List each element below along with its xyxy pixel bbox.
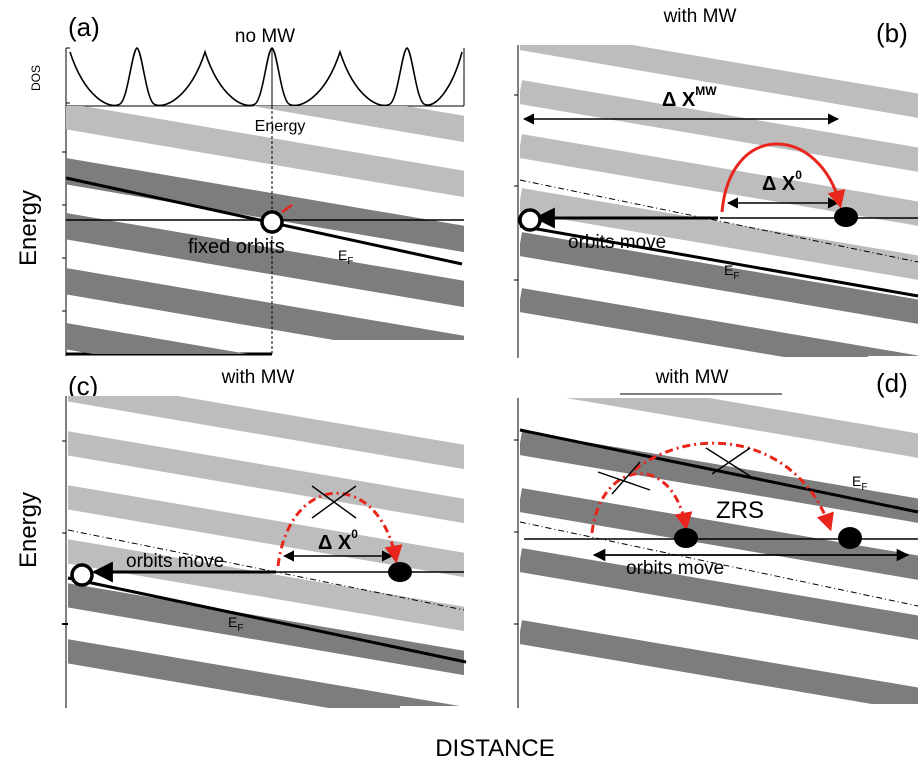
orbit-start-b [518, 208, 542, 232]
panel-a-title: no MW [235, 26, 295, 47]
y-ticks-b [514, 94, 518, 281]
red-jump-arrow-b [720, 142, 846, 213]
fermi-line-c [67, 576, 467, 664]
energy-marker-label: Energy [255, 118, 306, 135]
dos-curve [69, 47, 463, 107]
panel-d: with MW (d) ZRS [514, 367, 920, 712]
orbits-move-label-d: orbits move [626, 558, 724, 579]
panel-a-letter: (a) [68, 12, 100, 42]
y-ticks-d [514, 439, 518, 625]
panel-b: with MW (b) Δ XMW Δ X0 orbits move [514, 6, 920, 360]
red-jump-arrow-d1 [590, 472, 693, 534]
dx-mw-label: Δ XMW [662, 84, 717, 111]
panel-b-title: with MW [663, 6, 737, 27]
zrs-label: ZRS [716, 497, 764, 524]
y-ticks-c [62, 440, 68, 625]
fixed-orbit-marker [260, 210, 284, 234]
dashdot-line-b [519, 179, 919, 263]
dashdot-line-d [519, 521, 919, 607]
electron-d1 [674, 528, 698, 548]
panel-b-letter: (b) [876, 18, 908, 48]
forbidden-cross-d1 [597, 461, 651, 495]
ef-label-a: EF [338, 247, 353, 267]
y-axis-label-top: Energy [15, 190, 42, 266]
dos-label: DOS [29, 65, 43, 91]
ef-label-d: EF [852, 473, 867, 493]
red-jump-arrow-d2 [633, 441, 834, 532]
dx0-label-c: Δ X0 [318, 527, 358, 554]
orbits-move-label-c: orbits move [126, 551, 224, 572]
panel-d-title: with MW [655, 367, 729, 388]
orbits-move-label-b: orbits move [568, 232, 666, 253]
dx0-label-b: Δ X0 [762, 168, 802, 195]
x-axis-label: DISTANCE [435, 735, 555, 762]
ef-label-b: EF [724, 262, 739, 282]
fixed-orbits-label: fixed orbits [188, 236, 285, 258]
panel-c-title: with MW [221, 367, 295, 388]
ef-label-c: EF [228, 614, 243, 634]
electron-c [388, 562, 412, 582]
dos-plot: DOS [29, 47, 465, 107]
electron-b [834, 207, 858, 227]
dashdot-line-c [67, 529, 465, 611]
orbit-start-c [70, 563, 94, 587]
panel-c: (c) with MW Δ X0 orbits m [62, 367, 470, 712]
fermi-line-d [519, 428, 919, 514]
red-jump-arrow-c [276, 491, 403, 567]
y-ticks-a [62, 151, 66, 312]
panel-a: (a) no MW DOS [29, 12, 465, 356]
forbidden-cross-d2 [705, 447, 751, 477]
fermi-line-b [519, 224, 919, 298]
y-axis-label-bottom: Energy [15, 492, 42, 568]
electron-d2 [838, 527, 862, 549]
forbidden-cross-c [311, 485, 357, 519]
panel-d-letter: (d) [876, 368, 908, 398]
